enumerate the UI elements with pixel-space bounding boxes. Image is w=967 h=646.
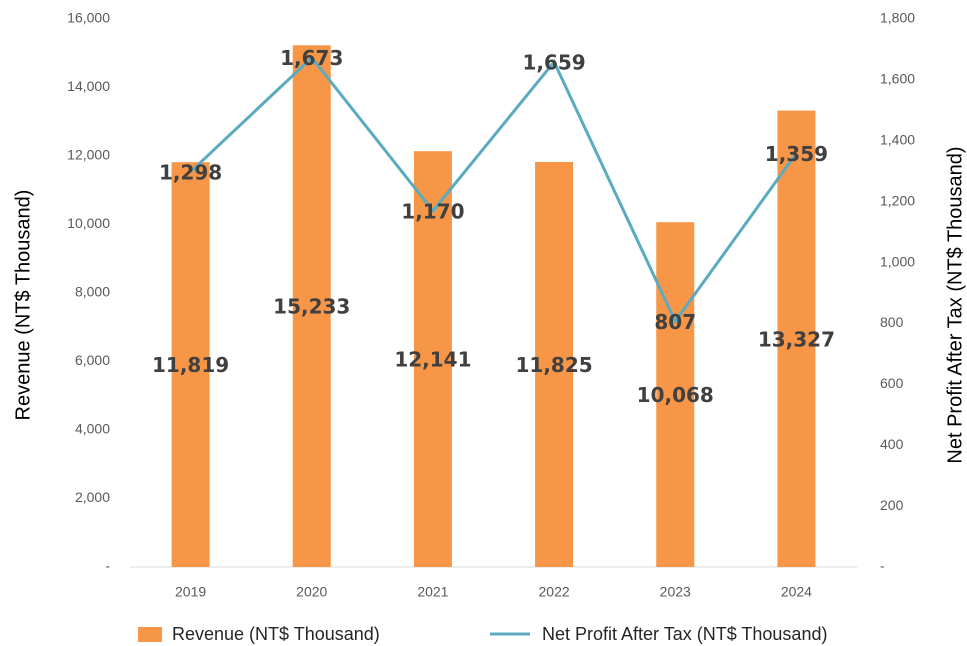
bar	[292, 45, 331, 567]
yticks-label: 12,000	[67, 147, 110, 163]
y2ticks-label: 1,400	[880, 131, 915, 147]
data-label: 1,659	[522, 50, 585, 74]
x-tick-label: 2024	[781, 584, 812, 600]
yticks-label: 2,000	[75, 489, 110, 505]
data-label: 11,819	[152, 353, 229, 377]
bar	[656, 222, 695, 567]
y2-axis-title: Net Profit After Tax (NT$ Thousand)	[944, 146, 966, 463]
data-label: 13,327	[758, 327, 835, 351]
y2ticks-label: 800	[880, 314, 904, 330]
data-label: 11,825	[515, 353, 592, 377]
line	[189, 55, 798, 325]
x-tick-label: 2021	[417, 584, 448, 600]
bar	[171, 162, 210, 567]
x-tick-label: 2019	[175, 584, 206, 600]
y2ticks-label: 1,800	[880, 10, 915, 26]
y-axis-title: Revenue (NT$ Thousand)	[12, 190, 34, 421]
yticks-label: 14,000	[67, 78, 110, 94]
y2ticks-label: 1,200	[880, 192, 915, 208]
bar	[777, 110, 816, 568]
y2ticks-label: 200	[880, 497, 904, 513]
data-label: 1,170	[401, 199, 464, 223]
y2ticks-label: 1,600	[880, 71, 915, 87]
yticks-label: 16,000	[67, 10, 110, 26]
legend-label: Net Profit After Tax (NT$ Thousand)	[542, 624, 827, 644]
data-label: 807	[654, 310, 696, 334]
yticks-label: 4,000	[75, 421, 110, 437]
data-label: 15,233	[273, 295, 350, 319]
x-tick-label: 2020	[296, 584, 327, 600]
bar	[413, 151, 452, 567]
legend-swatch	[138, 627, 162, 642]
yticks-label: 10,000	[67, 215, 110, 231]
yticks-label: -	[105, 558, 110, 574]
data-label: 1,298	[159, 160, 222, 184]
x-tick-label: 2023	[660, 584, 691, 600]
y2ticks-label: 600	[880, 375, 904, 391]
y2ticks-label: 400	[880, 436, 904, 452]
data-label: 1,673	[280, 46, 343, 70]
legend-label: Revenue (NT$ Thousand)	[172, 624, 380, 644]
x-tick-label: 2022	[539, 584, 570, 600]
data-label: 10,068	[637, 383, 714, 407]
yticks-label: 8,000	[75, 284, 110, 300]
y2ticks-label: 1,000	[880, 253, 915, 269]
data-label: 1,359	[765, 142, 828, 166]
y2ticks-label: -	[880, 558, 885, 574]
yticks-label: 6,000	[75, 352, 110, 368]
bar	[535, 161, 574, 567]
data-label: 12,141	[394, 348, 471, 372]
